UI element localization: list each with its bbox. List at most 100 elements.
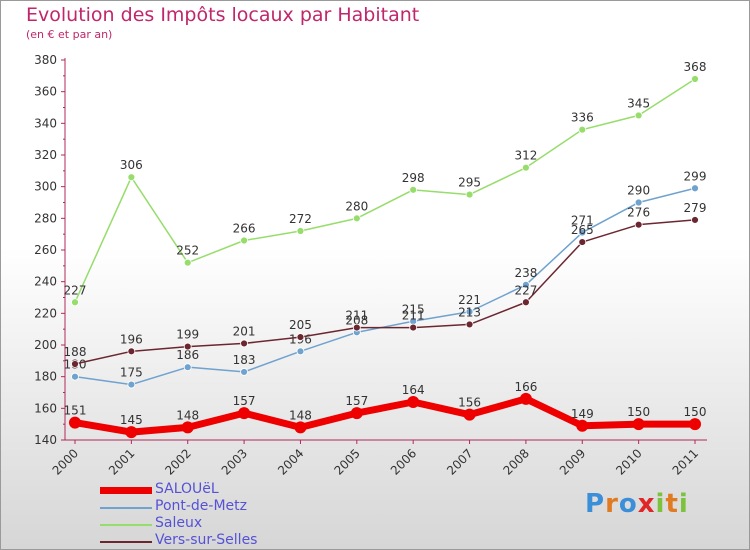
legend-label: SALOUëL [155, 481, 219, 497]
data-label: 290 [627, 184, 650, 198]
data-label: 156 [458, 396, 481, 410]
data-point [352, 323, 361, 332]
data-point [465, 190, 474, 199]
data-point [691, 216, 699, 224]
logo-letter: i [655, 489, 666, 519]
series-line [74, 187, 696, 386]
data-point [183, 363, 192, 372]
y-tick-label: 200 [34, 338, 57, 352]
data-label: 221 [458, 293, 481, 307]
data-point [181, 421, 194, 434]
y-tick-label: 260 [34, 243, 57, 257]
data-label: 336 [571, 111, 594, 125]
data-point [296, 333, 305, 341]
data-point [352, 214, 361, 223]
data-point [409, 185, 418, 194]
logo-letter: x [637, 489, 656, 519]
data-label: 227 [514, 283, 537, 297]
data-label: 299 [684, 169, 707, 183]
data-point [127, 380, 136, 389]
x-tick-label: 2000 [50, 446, 81, 477]
data-point [127, 173, 136, 182]
legend-label: Pont-de-Metz [155, 498, 248, 514]
data-label: 280 [345, 199, 368, 213]
data-label: 276 [627, 206, 650, 220]
data-point [465, 320, 474, 329]
legend-item: Saleux [100, 515, 300, 533]
x-tick-label: 2009 [557, 446, 588, 477]
data-point [522, 298, 530, 307]
data-label: 148 [289, 408, 312, 422]
data-point [240, 339, 248, 348]
data-point [576, 419, 589, 432]
series-vers-sur-selles: 188 196 199 201 205 211 211 213 227 265 276 279 [64, 201, 707, 368]
data-label: 298 [402, 171, 425, 185]
data-label: 211 [402, 309, 425, 323]
logo-letter: o [618, 489, 638, 519]
data-label: 211 [345, 309, 368, 323]
series-line [74, 219, 696, 365]
data-point [296, 347, 305, 356]
data-label: 252 [176, 244, 199, 258]
data-point [183, 258, 192, 267]
data-label: 145 [120, 413, 143, 427]
proxiti-logo: Proxiti [585, 489, 689, 519]
data-label: 295 [458, 176, 481, 190]
x-tick-label: 2006 [388, 446, 419, 477]
data-point [238, 407, 251, 420]
data-label: 272 [289, 212, 312, 226]
data-label: 150 [627, 405, 650, 419]
legend-item: SALOUëL [100, 481, 300, 499]
data-label: 175 [120, 366, 143, 380]
data-point [463, 408, 476, 421]
data-label: 213 [458, 305, 481, 319]
data-point [71, 372, 79, 381]
data-point [296, 227, 305, 235]
x-tick-label: 2003 [219, 446, 250, 477]
chart-title: Evolution des Impôts locaux par Habitant [26, 4, 420, 26]
y-tick-label: 280 [34, 211, 57, 225]
legend-label: Saleux [155, 515, 203, 531]
chart-legend: SALOUëL Pont-de-Metz Saleux Vers-sur-Selles [100, 481, 300, 550]
data-label: 271 [571, 214, 594, 228]
data-point [578, 125, 587, 134]
data-label: 205 [289, 318, 312, 332]
data-point [522, 163, 530, 172]
series-salou-l: 151 145 148 157 148 157 164 156 166 149 150 150 [64, 380, 707, 439]
data-label: 279 [684, 201, 707, 215]
data-point [632, 418, 645, 431]
data-point [240, 368, 248, 376]
data-point [634, 198, 643, 207]
x-tick-label: 2004 [275, 446, 306, 477]
data-label: 312 [514, 149, 537, 163]
y-tick-label: 380 [34, 53, 57, 67]
data-label: 201 [233, 324, 256, 338]
y-tick-label: 240 [34, 275, 57, 289]
y-tick-label: 180 [34, 370, 57, 384]
data-label: 265 [571, 223, 594, 237]
data-point [691, 184, 699, 193]
chart-subtitle: (en € et par an) [26, 28, 113, 41]
x-tick-label: 2002 [162, 446, 193, 477]
data-label: 227 [64, 283, 87, 297]
data-point [240, 236, 248, 245]
data-label: 151 [64, 404, 87, 418]
x-tick-label: 2005 [331, 446, 362, 477]
data-point [691, 75, 699, 83]
y-tick-label: 300 [34, 180, 57, 194]
y-tick-label: 320 [34, 148, 57, 162]
data-point [519, 392, 532, 405]
data-point [71, 360, 79, 368]
data-point [578, 238, 587, 246]
data-label: 148 [176, 408, 199, 422]
data-label: 164 [402, 383, 425, 397]
data-label: 196 [120, 332, 143, 346]
legend-swatch [100, 507, 152, 509]
data-label: 150 [684, 405, 707, 419]
data-point [183, 342, 192, 351]
data-label: 306 [120, 158, 143, 172]
data-label: 345 [627, 96, 650, 110]
data-point [71, 298, 79, 307]
series-pont-de-metz: 180175186183196208215221238271290299 [64, 169, 707, 389]
